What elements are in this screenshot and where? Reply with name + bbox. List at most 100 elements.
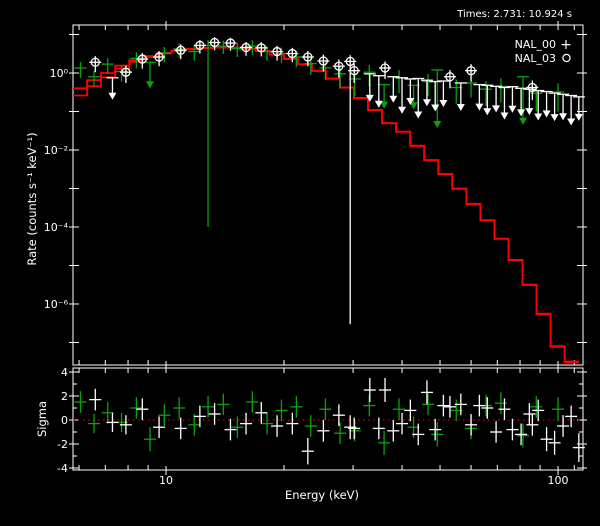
sigma-point bbox=[572, 433, 585, 462]
legend-label-nal00: NAL_00 bbox=[515, 38, 556, 51]
spectrum-point bbox=[552, 83, 565, 112]
sigma-point bbox=[246, 391, 259, 413]
spectrum-point bbox=[516, 76, 529, 125]
spectrum-point bbox=[565, 94, 578, 126]
spectrum-point bbox=[515, 87, 528, 117]
spectrum-point bbox=[429, 80, 442, 112]
sigma-point bbox=[208, 403, 221, 425]
spectrum-point bbox=[344, 55, 357, 325]
sigma-point bbox=[217, 393, 230, 416]
spectrum-series-NAL_00 bbox=[74, 39, 565, 227]
spectrum-point bbox=[506, 86, 519, 113]
sigma-point bbox=[429, 418, 442, 441]
sigma-tick-label: 4 bbox=[61, 366, 68, 379]
sigma-point bbox=[188, 414, 201, 436]
spectrum-point bbox=[231, 43, 244, 58]
sigma-point bbox=[193, 405, 206, 428]
sigma-point bbox=[255, 402, 268, 424]
spectrum-point bbox=[143, 61, 156, 89]
spectrum-point bbox=[422, 73, 435, 97]
sigma-point bbox=[136, 398, 149, 420]
sigma-point bbox=[130, 397, 143, 419]
spectrum-point bbox=[443, 69, 456, 89]
spectrum-point bbox=[548, 92, 561, 122]
spectrum-point bbox=[158, 47, 171, 63]
sigma-point bbox=[490, 421, 503, 443]
sigma-point bbox=[173, 397, 186, 419]
spectrum-point bbox=[523, 88, 536, 116]
sigma-point bbox=[515, 423, 528, 446]
sigma-point bbox=[286, 412, 299, 435]
plus-marker-icon: + bbox=[560, 37, 572, 53]
spectrum-point bbox=[174, 44, 187, 60]
spectrum-point bbox=[407, 84, 420, 110]
sigma-point bbox=[454, 393, 467, 416]
x-tick-label: 10 bbox=[159, 474, 173, 487]
spectrum-point bbox=[271, 45, 284, 61]
spectrum-point bbox=[246, 40, 259, 55]
sigma-point bbox=[174, 417, 187, 440]
spectrum-point bbox=[193, 39, 206, 54]
sigma-series-NAL_00 bbox=[74, 391, 565, 455]
sigma-panel-frame bbox=[72, 367, 584, 471]
spectrum-point bbox=[202, 39, 215, 227]
model-step-line-nal03 bbox=[73, 46, 579, 363]
sigma-point bbox=[304, 415, 317, 437]
sigma-point bbox=[498, 398, 511, 420]
spectrum-point bbox=[208, 37, 221, 51]
spectrum-point bbox=[454, 82, 467, 111]
spectrum-point bbox=[437, 80, 450, 107]
spectrum-point bbox=[387, 76, 400, 103]
y-tick-label: 10⁰ bbox=[50, 67, 69, 80]
sigma-point bbox=[153, 416, 166, 438]
sigma-point bbox=[290, 396, 303, 418]
spectrum-point bbox=[74, 61, 87, 78]
sigma-point bbox=[89, 388, 102, 411]
legend-label-nal03: NAL_03 bbox=[515, 52, 556, 65]
y-tick-label: 10⁻⁶ bbox=[44, 298, 69, 311]
sigma-point bbox=[261, 412, 274, 435]
sigma-point bbox=[334, 422, 347, 444]
spectrum-point bbox=[101, 58, 114, 74]
sigma-point bbox=[412, 423, 425, 446]
y-tick-label: 10⁻² bbox=[44, 144, 68, 157]
y-tick-label: 10⁻⁴ bbox=[44, 221, 69, 234]
axis-ticks: 10 100 10⁰ 10⁻² 10⁻⁴ 10⁻⁶ 4 2 0 -2 -4 bbox=[44, 21, 587, 487]
sigma-tick-label: 0 bbox=[61, 414, 68, 427]
sigma-tick-label: 2 bbox=[61, 390, 68, 403]
sigma-point bbox=[516, 423, 529, 448]
spectrum-point bbox=[379, 61, 392, 79]
times-annotation: Times: 2.731: 10.924 s bbox=[456, 9, 572, 20]
sigma-point bbox=[158, 404, 171, 426]
sigma-point bbox=[431, 422, 444, 447]
spectrum-point bbox=[286, 47, 299, 63]
spectrum-point bbox=[431, 69, 444, 128]
spectrum-point bbox=[420, 79, 433, 107]
plot-graphics: 10 100 10⁰ 10⁻² 10⁻⁴ 10⁻⁶ 4 2 0 -2 -4 bbox=[44, 21, 587, 487]
spectrum-point bbox=[465, 64, 478, 82]
spectrum-point bbox=[317, 54, 330, 72]
y-axis-label-rate: Rate (counts s⁻¹ keV⁻¹) bbox=[25, 132, 39, 265]
spectrum-point bbox=[301, 51, 314, 67]
spectrum-point bbox=[532, 89, 545, 121]
sigma-point bbox=[422, 393, 435, 416]
spectrum-point bbox=[412, 77, 425, 119]
spectrum-series-NAL_03 bbox=[89, 37, 585, 325]
sigma-point bbox=[506, 418, 519, 441]
spectrum-point bbox=[393, 69, 406, 94]
sigma-point bbox=[523, 403, 536, 425]
x-tick-label: 100 bbox=[548, 474, 569, 487]
sigma-point bbox=[372, 417, 385, 440]
sigma-point bbox=[443, 396, 456, 418]
spectrum-point bbox=[396, 77, 409, 114]
spectrum-point bbox=[153, 51, 166, 67]
spectrum-point bbox=[224, 37, 237, 51]
sigma-point bbox=[224, 418, 237, 441]
sigma-point bbox=[231, 416, 244, 438]
model-step-line-nal00 bbox=[73, 46, 579, 363]
spectrum-point bbox=[119, 65, 132, 83]
y-axis-label-sigma: Sigma bbox=[35, 401, 49, 437]
sigma-point bbox=[526, 414, 539, 436]
